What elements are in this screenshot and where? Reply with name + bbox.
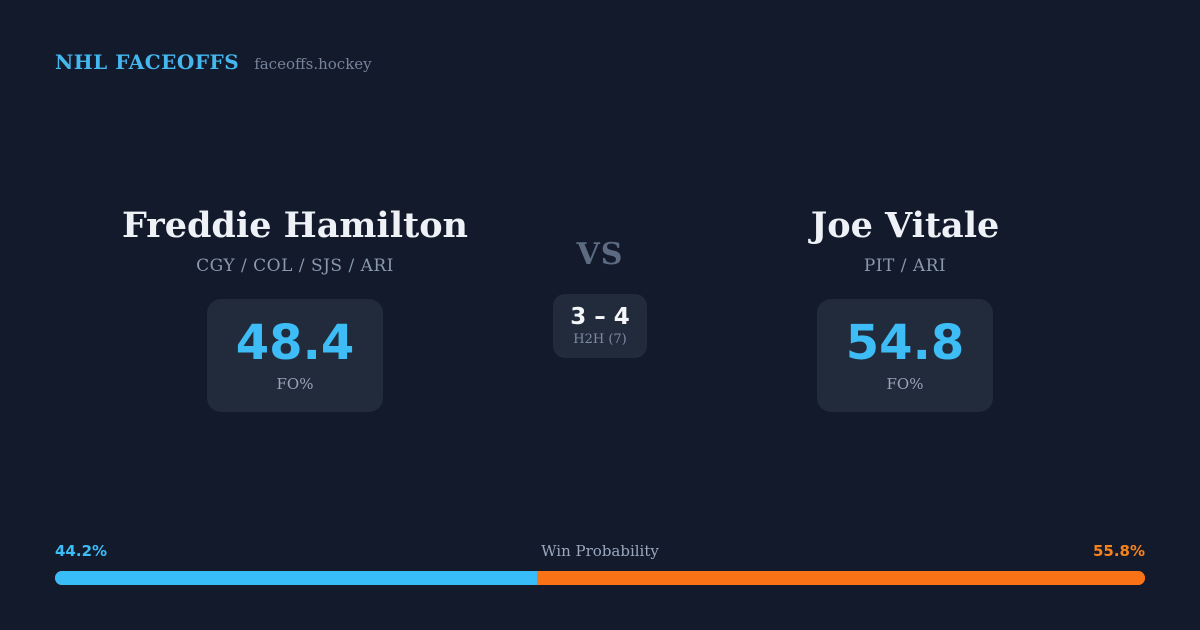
vs-label: VS	[576, 237, 624, 272]
win-probability-bar-left-segment	[55, 571, 537, 585]
win-probability-bar	[55, 571, 1145, 585]
left-player-column: Freddie Hamilton CGY / COL / SJS / ARI 4…	[80, 205, 510, 412]
right-stat-card: 54.8 FO%	[817, 299, 993, 412]
versus-column: VS 3 – 4 H2H (7)	[510, 205, 690, 412]
left-stat-card: 48.4 FO%	[207, 299, 383, 412]
head-to-head-box: 3 – 4 H2H (7)	[553, 294, 647, 358]
right-stat-label: FO%	[886, 374, 924, 393]
right-player-column: Joe Vitale PIT / ARI 54.8 FO%	[690, 205, 1120, 412]
win-probability-title: Win Probability	[541, 542, 659, 560]
header: NHL FACEOFFS faceoffs.hockey	[55, 50, 372, 74]
right-win-probability-pct: 55.8%	[1092, 542, 1145, 560]
left-player-teams: CGY / COL / SJS / ARI	[196, 256, 394, 276]
brand-title: NHL FACEOFFS	[55, 50, 240, 74]
win-probability-bar-right-segment	[536, 571, 1145, 585]
left-faceoff-pct-value: 48.4	[235, 314, 355, 371]
site-url: faceoffs.hockey	[254, 55, 372, 73]
left-win-probability-pct: 44.2%	[55, 542, 108, 560]
right-player-teams: PIT / ARI	[863, 256, 947, 276]
head-to-head-label: H2H (7)	[573, 332, 627, 348]
right-player-name: Joe Vitale	[810, 205, 1000, 246]
win-probability-section: 44.2% Win Probability 55.8%	[55, 542, 1145, 585]
right-faceoff-pct-value: 54.8	[845, 314, 965, 371]
matchup-section: Freddie Hamilton CGY / COL / SJS / ARI 4…	[0, 205, 1200, 412]
left-player-name: Freddie Hamilton	[122, 205, 468, 246]
head-to-head-score: 3 – 4	[570, 303, 630, 330]
win-probability-labels: 44.2% Win Probability 55.8%	[55, 542, 1145, 560]
left-stat-label: FO%	[276, 374, 314, 393]
